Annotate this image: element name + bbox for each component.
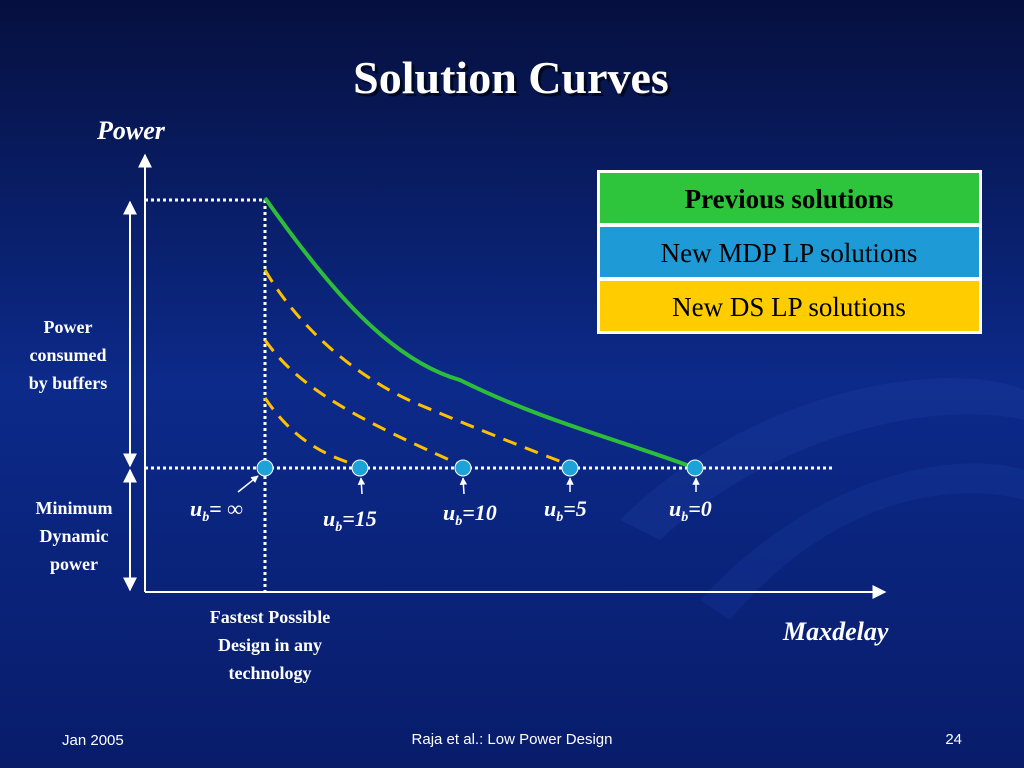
point-labels: ub= ∞ ub=15 ub=10 ub=5 ub=0 (190, 496, 712, 535)
x-axis-label: Maxdelay (782, 617, 889, 646)
point (454, 459, 472, 477)
decor-swirl (620, 377, 1024, 540)
legend-label: New MDP LP solutions (661, 238, 918, 268)
points (256, 459, 704, 477)
legend-box (600, 173, 979, 223)
side-label: consumed (29, 345, 106, 365)
side-label: Dynamic (40, 526, 109, 546)
footer-date: Jan 2005 (62, 732, 124, 749)
label-rest: =5 (563, 496, 587, 521)
y-axis-label: Power (96, 116, 166, 145)
fastest-label: Fastest Possible (210, 607, 331, 627)
side-label: power (50, 554, 98, 574)
point-label: ub=5 (544, 496, 587, 525)
point-label: ub= ∞ (190, 496, 243, 525)
label-sub: b (335, 520, 342, 535)
label-base: u (323, 506, 335, 531)
label-base: u (443, 500, 455, 525)
page-number: 24 (945, 731, 962, 748)
point-arrow (237, 475, 259, 493)
point-label: ub=15 (323, 506, 377, 535)
point (561, 459, 579, 477)
label-rest: =0 (688, 496, 712, 521)
point (686, 459, 704, 477)
side-label: Power (44, 317, 93, 337)
footer: Jan 2005 Raja et al.: Low Power Design 2… (62, 731, 962, 749)
point-label: ub=10 (443, 500, 497, 529)
label-sub: b (556, 510, 563, 525)
side-label: by buffers (29, 373, 108, 393)
dashed-curve (263, 269, 571, 467)
title-shadow: Solution Curves (356, 55, 672, 106)
point (256, 459, 274, 477)
previous-curve (263, 196, 696, 470)
label-rest: =15 (342, 506, 377, 531)
label-sub: b (202, 510, 209, 525)
point-arrow (459, 477, 468, 495)
label-sub: b (681, 510, 688, 525)
side-label: Minimum (35, 498, 112, 518)
point-arrows (237, 475, 700, 495)
legend-box (600, 281, 979, 331)
label-base: u (669, 496, 681, 521)
point-arrow (357, 477, 366, 495)
title: Solution Curves (353, 52, 669, 103)
legend-box (600, 227, 979, 277)
legend: Previous solutions New MDP LP solutions … (597, 170, 982, 334)
decor-swirl (700, 463, 1024, 620)
label-base: u (190, 496, 202, 521)
legend-label: New DS LP solutions (672, 292, 906, 322)
fastest-label: Design in any (218, 635, 322, 655)
label-rest: =10 (462, 500, 497, 525)
ds-curves (263, 269, 571, 468)
footer-title: Raja et al.: Low Power Design (412, 731, 613, 748)
side-labels: Power consumed by buffers Minimum Dynami… (29, 317, 331, 683)
legend-label: Previous solutions (685, 184, 894, 214)
point-label: ub=0 (669, 496, 712, 525)
label-sub: b (455, 514, 462, 529)
dashed-curve (263, 339, 464, 468)
fastest-label: technology (229, 663, 312, 683)
point (351, 459, 369, 477)
label-base: u (544, 496, 556, 521)
label-rest: = ∞ (209, 496, 243, 521)
